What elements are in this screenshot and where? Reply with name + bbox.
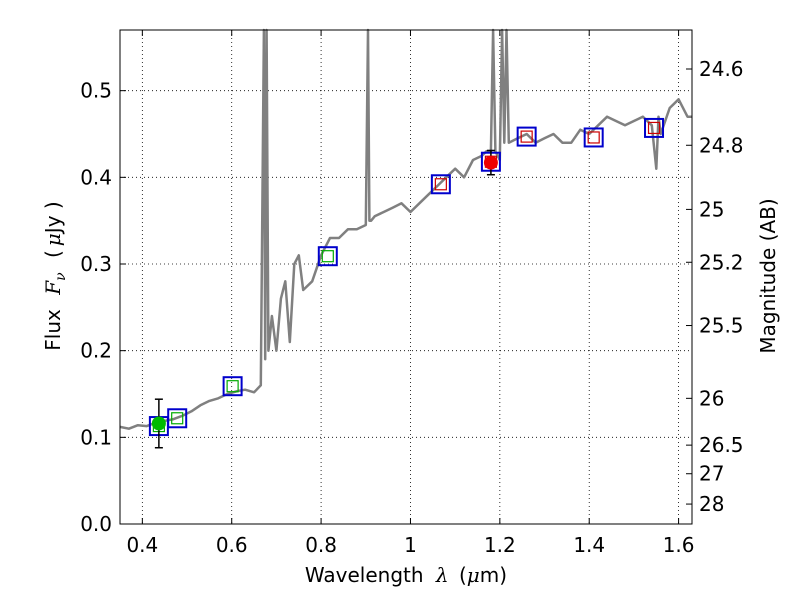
x-tick-label: 0.8 — [305, 533, 337, 557]
x-tick-label: 1.6 — [663, 533, 695, 557]
outer-box — [167, 408, 188, 429]
y2-tick-label: 27 — [699, 462, 724, 486]
inner-box — [520, 130, 533, 143]
measured-point — [483, 149, 498, 176]
inner-box — [587, 131, 600, 144]
spectrum-series — [119, 28, 692, 430]
y-tick-label: 0.4 — [80, 165, 112, 189]
spectrum-line — [119, 28, 692, 430]
x-tick-label: 1.4 — [573, 533, 605, 557]
photometry-box — [516, 126, 537, 147]
measured-point — [151, 398, 166, 449]
outer-box — [430, 174, 451, 195]
photometry-box — [644, 117, 665, 138]
photometry-box — [583, 127, 604, 148]
y-tick-label: 0.1 — [80, 425, 112, 449]
y-tick-label: 0.0 — [80, 512, 112, 536]
photometry-box — [430, 174, 451, 195]
axis-ticks: 0.4 0.6 0.8 1 1.2 1.4 1.6 0.0 0.1 0.2 0.3 0.4 0.5 24.… — [80, 30, 744, 557]
outer-box — [317, 246, 338, 267]
x-axis-label: Wavelength λ (μm) — [305, 563, 507, 587]
point-marker — [483, 155, 498, 170]
y2-tick-label: 24.8 — [699, 133, 744, 157]
x-tick-label: 0.6 — [216, 533, 248, 557]
grid-lines — [120, 30, 692, 524]
measured-points — [151, 149, 498, 449]
photometry-box — [317, 246, 338, 267]
y-tick-label: 0.2 — [80, 339, 112, 363]
inner-box — [647, 121, 661, 135]
y2-tick-label: 26.5 — [699, 433, 744, 457]
inner-box — [226, 380, 239, 393]
x-tick-label: 1 — [404, 533, 417, 557]
plot-frame — [119, 29, 693, 525]
inner-box — [171, 412, 184, 425]
x-tick-label: 1.2 — [484, 533, 516, 557]
photometry-box — [222, 376, 243, 397]
inner-box — [434, 178, 447, 191]
y2-tick-label: 24.6 — [699, 57, 744, 81]
outer-box — [644, 117, 665, 138]
y2-tick-label: 25.5 — [699, 314, 744, 338]
outer-box — [516, 126, 537, 147]
point-marker — [151, 416, 166, 431]
y2-tick-label: 25 — [699, 197, 724, 221]
outer-box — [222, 376, 243, 397]
y-axis-label: Flux Fν (μJy ) — [41, 201, 70, 350]
y-tick-label: 0.5 — [80, 79, 112, 103]
inner-box — [321, 250, 334, 263]
y2-axis-label: Magnitude (AB) — [756, 198, 780, 353]
outer-box — [583, 127, 604, 148]
y2-tick-label: 25.2 — [699, 250, 744, 274]
x-tick-label: 0.4 — [126, 533, 158, 557]
y2-tick-label: 26 — [699, 386, 724, 410]
photometry-boxes — [148, 117, 665, 437]
y2-tick-label: 28 — [699, 492, 724, 516]
y-tick-label: 0.3 — [80, 252, 112, 276]
photometry-box — [167, 408, 188, 429]
